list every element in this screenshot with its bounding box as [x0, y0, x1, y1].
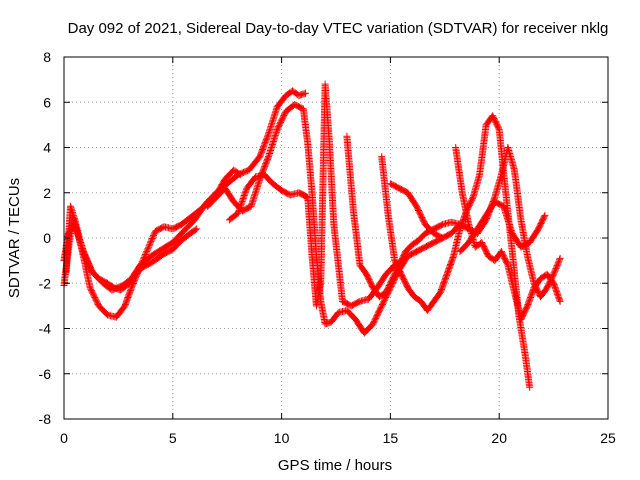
y-tick-label: 8: [43, 49, 51, 65]
y-tick-label: -6: [39, 366, 52, 382]
x-tick-label: 20: [491, 430, 507, 446]
series-4: [225, 80, 407, 310]
x-tick-label: 25: [600, 430, 616, 446]
data-points: [60, 80, 564, 391]
x-tick-label: 15: [383, 430, 399, 446]
y-tick-label: -2: [39, 275, 52, 291]
x-axis-label: GPS time / hours: [278, 457, 392, 474]
y-tick-label: 2: [43, 185, 51, 201]
y-tick-label: -8: [39, 411, 52, 427]
x-tick-label: 0: [60, 430, 68, 446]
series-8: [452, 144, 564, 323]
y-tick-label: -4: [39, 321, 52, 337]
series-9-markers: [456, 198, 549, 256]
series-7-markers: [386, 144, 564, 301]
series-7: [386, 144, 564, 301]
series-2: [60, 87, 309, 294]
series-3-markers: [204, 101, 447, 337]
tick-labels: 0 5 10 15 20 25 -8 -6 -4 -2 0 2 4 6 8: [39, 49, 616, 446]
y-tick-label: 0: [43, 230, 51, 246]
series-9: [456, 198, 549, 256]
y-tick-label: 6: [43, 94, 51, 110]
axis-ticks: [63, 56, 609, 420]
series-4-markers: [225, 80, 407, 310]
x-tick-label: 5: [169, 430, 177, 446]
x-tick-label: 10: [274, 430, 290, 446]
series-3: [204, 101, 447, 337]
y-axis-label: SDTVAR / TECUs: [6, 178, 23, 298]
series-2-markers: [60, 87, 309, 294]
chart-title: Day 092 of 2021, Sidereal Day-to-day VTE…: [68, 20, 609, 37]
y-tick-label: 4: [43, 140, 51, 156]
series-8-markers: [452, 144, 564, 323]
